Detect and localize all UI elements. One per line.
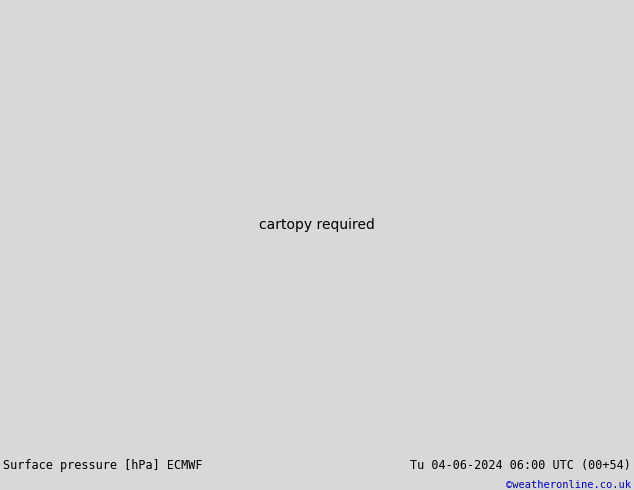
Text: Surface pressure [hPa] ECMWF: Surface pressure [hPa] ECMWF bbox=[3, 459, 203, 471]
Text: ©weatheronline.co.uk: ©weatheronline.co.uk bbox=[506, 480, 631, 490]
Text: Tu 04-06-2024 06:00 UTC (00+54): Tu 04-06-2024 06:00 UTC (00+54) bbox=[410, 459, 631, 471]
Text: cartopy required: cartopy required bbox=[259, 218, 375, 232]
